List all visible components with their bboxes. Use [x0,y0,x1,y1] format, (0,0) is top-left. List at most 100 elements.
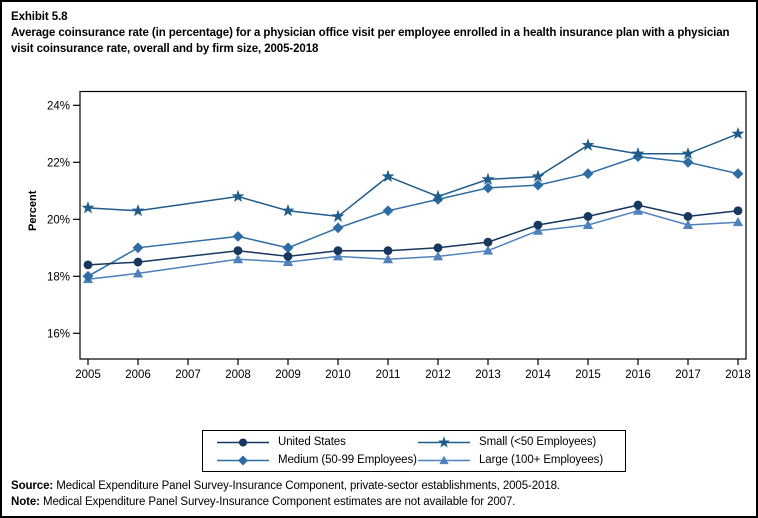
circle-data-point-marker [683,212,693,221]
series-large-100-employees [82,205,744,284]
note-label: Note: [11,496,40,508]
circle-data-point-marker [533,220,543,230]
x-tick-label: 2016 [625,369,651,381]
series-small-50-employees [81,127,745,222]
triangle-data-point-marker [232,253,244,264]
star-data-point-marker [481,172,495,185]
y-axis-label: Percent [27,190,39,231]
x-tick-label: 2015 [575,369,601,381]
source-label: Source: [11,480,54,492]
legend-label: Small (<50 Employees) [479,436,597,448]
x-tick-label: 2017 [675,369,701,381]
y-tick-label: 24% [47,100,70,112]
diamond-data-point-marker [532,179,544,191]
circle-data-point-marker [633,200,643,210]
note-text: Medical Expenditure Panel Survey-Insuran… [39,496,516,508]
legend-label: United States [278,436,346,448]
legend-item: Medium (50-99 Employees) [217,451,418,469]
triangle-data-point-marker [382,253,394,264]
footer-source: Source: Medical Expenditure Panel Survey… [11,478,753,494]
diamond-data-point-marker [582,168,594,180]
triangle-data-point-marker [632,205,644,215]
y-tick-label: 20% [47,214,70,226]
triangle-data-point-marker [432,251,444,261]
circle-data-point-marker [283,251,293,261]
chart-header: Exhibit 5.8 Average coinsurance rate (in… [11,9,753,57]
source-text: Medical Expenditure Panel Survey-Insuran… [53,480,561,492]
circle-data-point-marker [133,257,143,267]
diamond-data-point-marker [282,242,294,254]
plot-border [79,90,747,360]
x-tick-label: 2011 [376,369,401,381]
star-marker-glyph [438,435,450,448]
diamond-data-point-marker [332,222,344,234]
triangle-data-point-marker [482,245,494,255]
triangle-data-point-marker [582,219,594,229]
star-data-point-marker [681,146,695,160]
y-tick-label: 22% [47,157,70,169]
star-marker-icon [418,435,470,448]
x-tick-label: 2009 [275,369,301,381]
x-tick-label: 2012 [425,369,451,381]
star-data-point-marker [531,169,545,183]
diamond-data-point-marker [432,193,444,205]
circle-marker-glyph [238,437,248,447]
chart-plot: 16% 18% 20% 22% 24% 2005 2006 2007 2008 2009 2010 2… [47,90,751,381]
legend-item: United States [217,433,418,451]
triangle-data-point-marker [732,216,744,227]
legend-item: Small (<50 Employees) [418,433,619,451]
triangle-data-point-marker [532,225,544,235]
star-data-point-marker [81,201,95,214]
x-tick-label: 2010 [325,369,351,381]
series-medium-50-99-employees [82,151,744,282]
diamond-data-point-marker [732,168,744,180]
x-tick-label: 2008 [225,369,251,381]
chart-area: 16% 18% 20% 22% 24% 2005 2006 2007 2008 2009 2010 2… [2,2,756,422]
circle-data-point-marker [233,246,243,256]
diamond-data-point-marker [132,242,144,254]
triangle-data-point-marker [682,219,694,229]
exhibit-label: Exhibit 5.8 [11,11,68,23]
diamond-data-point-marker [232,231,244,242]
legend-label: Medium (50-99 Employees) [278,454,417,466]
triangle-data-point-marker [332,251,344,261]
series-line-large-100-employees [87,210,739,280]
star-data-point-marker [431,189,445,202]
triangle-marker-icon [418,455,470,464]
circle-data-point-marker [333,246,343,256]
diamond-marker-icon [217,455,269,465]
y-tick-label: 18% [47,271,70,283]
diamond-marker-glyph [238,455,248,465]
triangle-marker-glyph [439,455,449,464]
star-data-point-marker [381,169,395,183]
page-title: Average coinsurance rate (in percentage)… [11,27,730,55]
triangle-data-point-marker [282,256,294,267]
triangle-data-point-marker [132,268,144,278]
star-data-point-marker [131,203,145,217]
x-tick-label: 2006 [125,369,151,381]
star-data-point-marker [731,127,745,140]
diamond-data-point-marker [82,270,94,282]
circle-data-point-marker [83,260,93,270]
footer-note: Note: Medical Expenditure Panel Survey-I… [11,494,753,510]
star-data-point-marker [281,203,295,217]
star-data-point-marker [231,189,245,202]
diamond-data-point-marker [382,205,394,217]
footer: Source: Medical Expenditure Panel Survey… [11,478,753,510]
legend-label: Large (100+ Employees) [479,454,604,466]
diamond-data-point-marker [632,151,644,162]
star-data-point-marker [631,146,645,160]
diamond-data-point-marker [482,182,494,194]
diamond-data-point-marker [682,156,694,168]
circle-data-point-marker [583,212,593,221]
series-united-states [83,200,743,270]
x-tick-label: 2007 [175,369,201,381]
circle-data-point-marker [383,246,393,256]
x-tick-label: 2018 [725,369,751,381]
circle-data-point-marker [733,206,743,216]
legend-item: Large (100+ Employees) [418,451,619,469]
star-data-point-marker [331,209,345,222]
y-tick-label: 16% [47,328,70,340]
x-tick-label: 2014 [525,369,551,381]
